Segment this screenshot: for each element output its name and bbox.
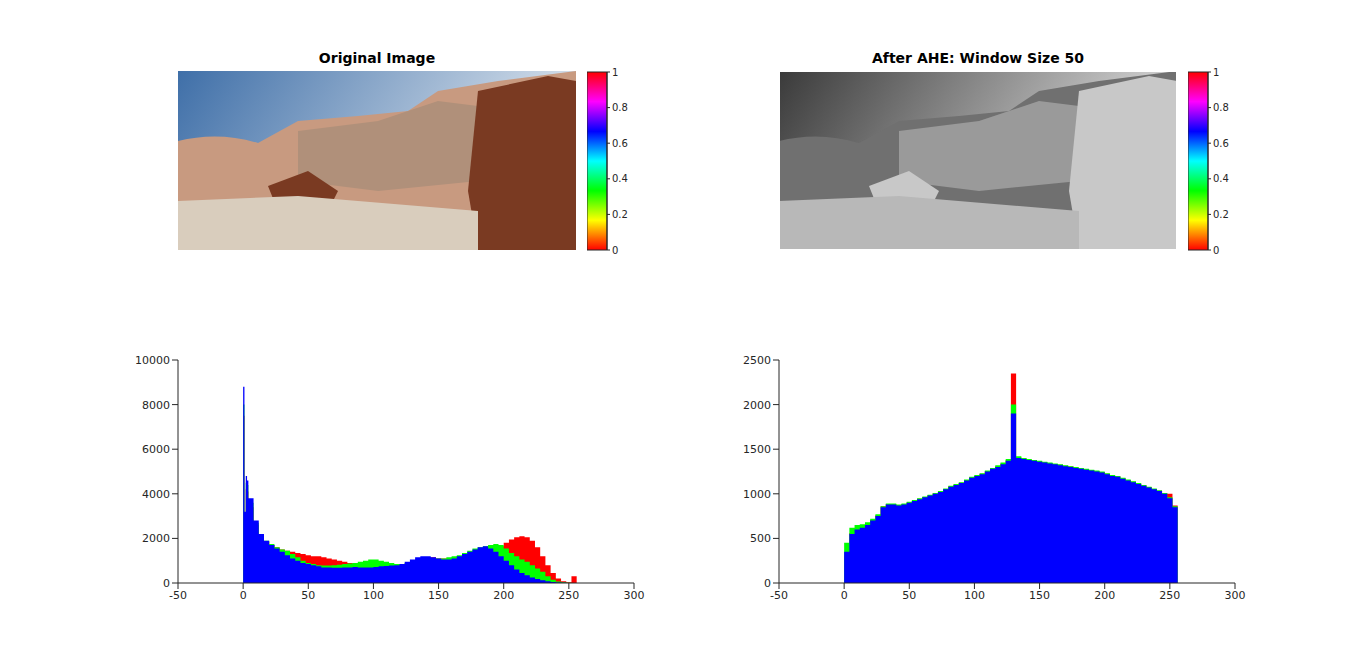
svg-text:50: 50	[301, 589, 315, 602]
svg-text:300: 300	[624, 589, 645, 602]
svg-text:0: 0	[612, 245, 618, 256]
svg-text:1500: 1500	[743, 443, 771, 456]
svg-text:0: 0	[163, 577, 170, 590]
svg-text:-50: -50	[770, 589, 788, 602]
svg-text:0: 0	[240, 589, 247, 602]
html-text:Original Image: Original Image	[318, 50, 436, 66]
svg-text:0.8: 0.8	[612, 102, 628, 113]
svg-text:2000: 2000	[142, 532, 170, 545]
svg-text:150: 150	[428, 589, 449, 602]
svg-text:1: 1	[612, 67, 618, 78]
svg-text:500: 500	[750, 532, 771, 545]
svg-text:1: 1	[1213, 67, 1219, 78]
svg-text:-50: -50	[169, 589, 187, 602]
svg-text:0.8: 0.8	[1213, 102, 1229, 113]
svg-text:10000: 10000	[135, 354, 170, 367]
svg-text:250: 250	[1159, 589, 1180, 602]
svg-text:300: 300	[1225, 589, 1246, 602]
svg-text:0.4: 0.4	[612, 173, 628, 184]
svg-text:2500: 2500	[743, 354, 771, 367]
svg-text:150: 150	[1029, 589, 1050, 602]
svg-text:100: 100	[964, 589, 985, 602]
svg-text:0.6: 0.6	[1213, 138, 1229, 149]
svg-text:8000: 8000	[142, 399, 170, 412]
svg-text:0.6: 0.6	[612, 138, 628, 149]
svg-text:6000: 6000	[142, 443, 170, 456]
svg-text:1000: 1000	[743, 488, 771, 501]
svg-text:0.2: 0.2	[1213, 209, 1229, 220]
html-text:After AHE: Window Size 50: After AHE: Window Size 50	[872, 50, 1084, 66]
svg-text:50: 50	[902, 589, 916, 602]
svg-text:2000: 2000	[743, 399, 771, 412]
svg-text:0: 0	[764, 577, 771, 590]
svg-text:0: 0	[1213, 245, 1219, 256]
svg-text:200: 200	[1094, 589, 1115, 602]
svg-text:200: 200	[493, 589, 514, 602]
svg-text:250: 250	[558, 589, 579, 602]
svg-text:0.4: 0.4	[1213, 173, 1229, 184]
svg-text:100: 100	[363, 589, 384, 602]
svg-text:4000: 4000	[142, 488, 170, 501]
svg-text:0.2: 0.2	[612, 209, 628, 220]
svg-text:0: 0	[841, 589, 848, 602]
